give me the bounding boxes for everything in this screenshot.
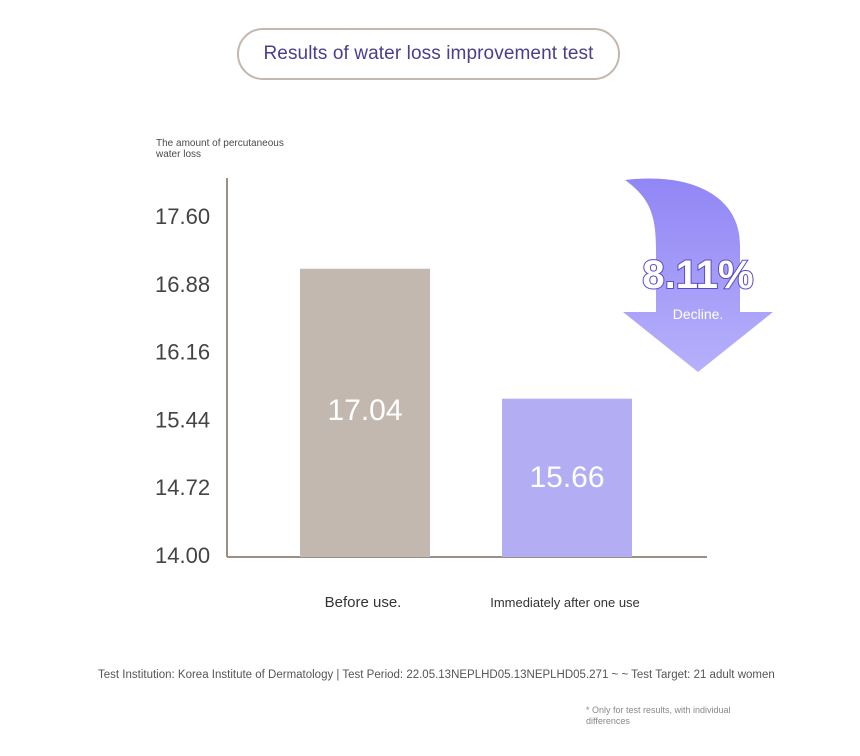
y-tick-label: 14.00 <box>155 543 210 568</box>
y-tick-label: 14.72 <box>155 475 210 500</box>
x-tick-label: Before use. <box>325 594 402 611</box>
y-tick-label: 16.88 <box>155 272 210 297</box>
title-pill: Results of water loss improvement test <box>237 28 620 80</box>
y-tick-label: 17.60 <box>155 204 210 229</box>
x-tick-label: Immediately after one use <box>490 595 640 610</box>
chart-title: Results of water loss improvement test <box>263 43 594 64</box>
disclaimer-note: * Only for test results, with individual… <box>586 705 731 726</box>
decline-percent: 8.11% <box>642 253 753 297</box>
test-info: Test Institution: Korea Institute of Der… <box>98 669 775 681</box>
y-tick-label: 16.16 <box>155 340 210 365</box>
decline-arrow-icon <box>623 178 773 372</box>
bar-value-label: 17.04 <box>327 394 402 427</box>
y-tick-label: 15.44 <box>155 407 210 432</box>
decline-label: Decline. <box>673 306 724 322</box>
bar <box>502 398 632 557</box>
bar-value-label: 15.66 <box>529 461 604 494</box>
y-axis-label: The amount of percutaneous water loss <box>156 138 284 160</box>
bar <box>300 268 430 557</box>
